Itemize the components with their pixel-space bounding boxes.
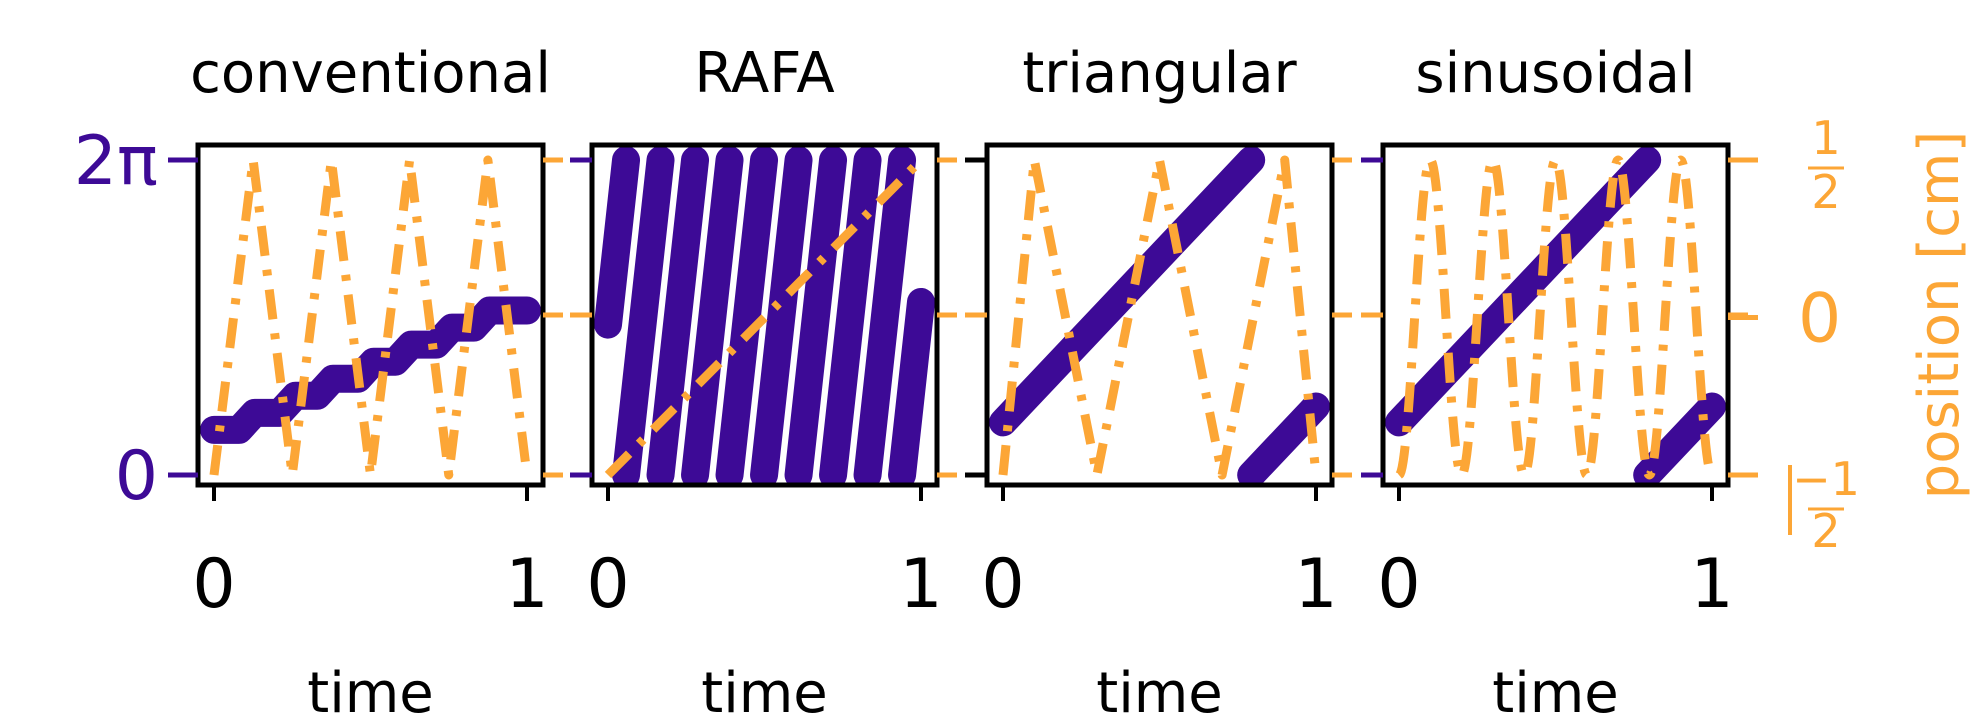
right-y-axis-label: position [cm] — [1907, 131, 1972, 500]
phase-segment — [594, 146, 641, 339]
phase-segment — [1237, 392, 1330, 485]
x-tick-label: 0 — [192, 545, 235, 624]
left-y-tick-label: 0 — [115, 437, 158, 516]
x-tick-label: 1 — [1690, 545, 1733, 624]
position-line — [209, 155, 532, 480]
panel-triangular: 0 1 triangular time — [965, 41, 1352, 720]
phase-segment — [1385, 146, 1662, 437]
x-axis-label: time — [1096, 661, 1223, 720]
x-tick-label: 0 — [586, 545, 629, 624]
plot-area — [1385, 146, 1726, 485]
phase-segment — [681, 146, 744, 485]
x-tick-label: 1 — [899, 545, 942, 624]
phase-segment — [819, 146, 882, 485]
phase-segment — [853, 146, 917, 485]
x-tick-label: 1 — [1294, 545, 1337, 624]
phase-segment — [750, 146, 813, 485]
phase-segment — [715, 146, 779, 485]
x-axis-label: time — [701, 661, 828, 720]
plot-area — [200, 155, 541, 480]
panel-sinusoidal: 0 1 sinusoidal time — [1361, 41, 1748, 720]
x-tick-label: 0 — [1377, 545, 1420, 624]
fraction-denominator: 2 — [1811, 504, 1840, 558]
panel-title: sinusoidal — [1415, 41, 1695, 106]
position-line — [1395, 155, 1716, 480]
plot-area — [989, 146, 1330, 485]
x-axis-label: time — [1492, 661, 1619, 720]
x-axis-label: time — [307, 661, 434, 720]
x-tick-label: 0 — [981, 545, 1024, 624]
phase-segment — [888, 287, 935, 485]
x-tick-label: 1 — [505, 545, 548, 624]
left-axis: 0 2π — [74, 122, 198, 516]
panel-title: RAFA — [694, 41, 834, 106]
right-y-tick-label: 0 — [1798, 280, 1841, 359]
position-line — [604, 156, 925, 479]
panel-title: conventional — [190, 41, 551, 106]
fraction-numerator: 1 — [1811, 111, 1840, 165]
phase-segment — [612, 146, 675, 485]
phase-segment — [989, 146, 1266, 437]
fraction-numerator: −1 — [1792, 452, 1860, 506]
panel-title: triangular — [1022, 41, 1297, 106]
position-line — [998, 155, 1321, 480]
panel-conventional: 0 1 conventional time — [190, 41, 563, 720]
fraction-denominator: 2 — [1811, 165, 1840, 219]
phase-line — [200, 296, 541, 444]
panel-RAFA: 0 1 RAFA time — [570, 41, 957, 720]
plot-area — [594, 146, 935, 485]
left-y-tick-label: 2π — [74, 122, 158, 201]
phase-segment — [784, 146, 848, 485]
